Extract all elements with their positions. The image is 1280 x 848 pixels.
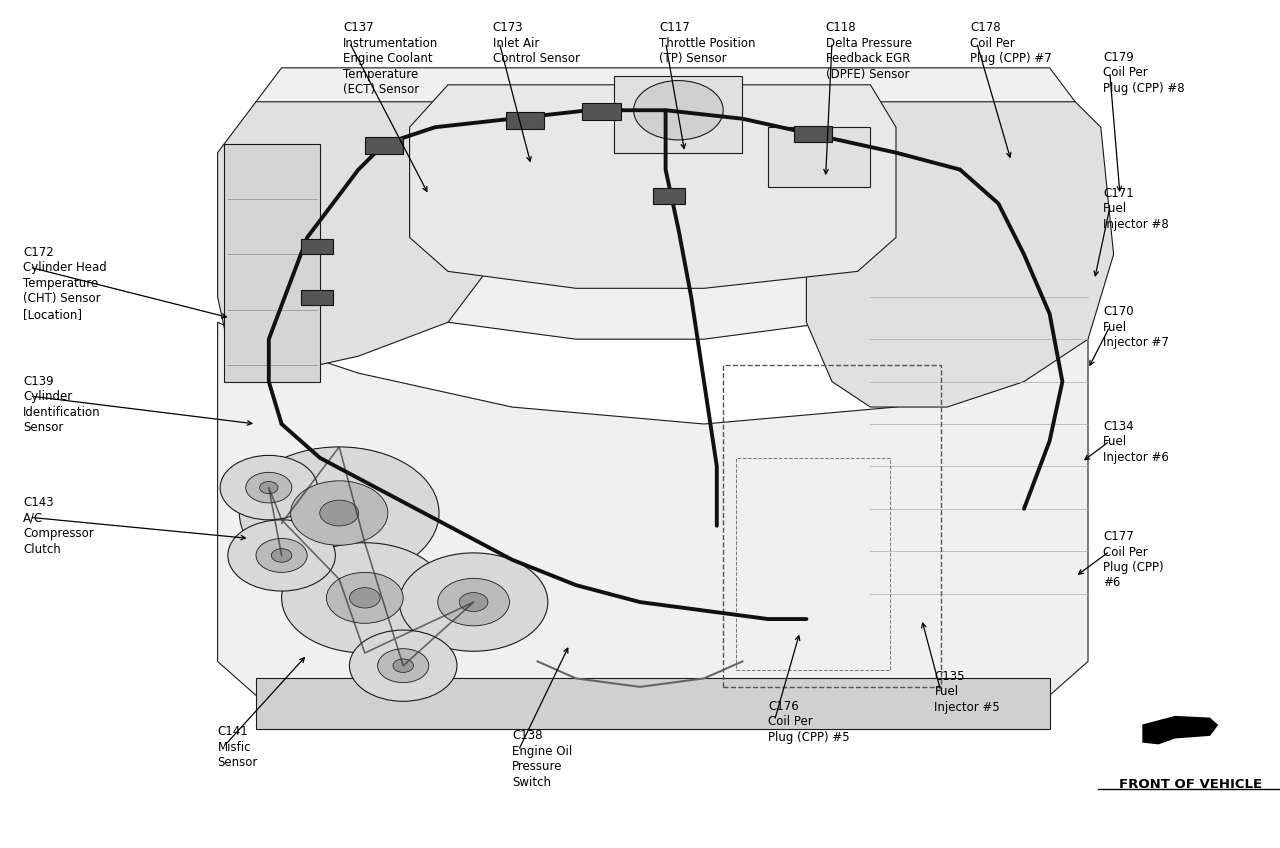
Polygon shape	[218, 102, 512, 373]
Bar	[768, 127, 870, 187]
Circle shape	[634, 81, 723, 140]
Bar	[301, 239, 333, 254]
Bar	[506, 112, 544, 129]
Circle shape	[271, 549, 292, 562]
Circle shape	[399, 553, 548, 651]
Text: C179
Coil Per
Plug (CPP) #8: C179 Coil Per Plug (CPP) #8	[1103, 51, 1185, 95]
Circle shape	[438, 578, 509, 626]
Circle shape	[256, 538, 307, 572]
Text: C171
Fuel
Injector #8: C171 Fuel Injector #8	[1103, 187, 1169, 231]
Bar	[301, 290, 333, 305]
Circle shape	[282, 543, 448, 653]
Circle shape	[220, 455, 317, 520]
Polygon shape	[256, 68, 1075, 339]
Bar	[723, 365, 941, 687]
Text: C134
Fuel
Injector #6: C134 Fuel Injector #6	[1103, 420, 1169, 464]
Bar	[582, 103, 621, 120]
Text: C141
Misfic
Sensor: C141 Misfic Sensor	[218, 725, 259, 769]
Text: C170
Fuel
Injector #7: C170 Fuel Injector #7	[1103, 305, 1169, 349]
Circle shape	[349, 630, 457, 701]
Text: C176
Coil Per
Plug (CPP) #5: C176 Coil Per Plug (CPP) #5	[768, 700, 850, 744]
Polygon shape	[218, 322, 1088, 695]
Circle shape	[291, 481, 388, 545]
Bar	[736, 458, 890, 670]
Circle shape	[378, 649, 429, 683]
Circle shape	[326, 572, 403, 623]
Circle shape	[393, 659, 413, 672]
Polygon shape	[1143, 717, 1217, 744]
Circle shape	[228, 520, 335, 591]
Polygon shape	[410, 85, 896, 288]
Bar	[653, 188, 685, 204]
Text: C135
Fuel
Injector #5: C135 Fuel Injector #5	[934, 670, 1000, 714]
Text: C139
Cylinder
Identification
Sensor: C139 Cylinder Identification Sensor	[23, 375, 101, 434]
Text: C138
Engine Oil
Pressure
Switch: C138 Engine Oil Pressure Switch	[512, 729, 572, 789]
Text: FRONT OF VEHICLE: FRONT OF VEHICLE	[1119, 778, 1262, 791]
Circle shape	[246, 472, 292, 503]
Circle shape	[460, 593, 488, 611]
Text: C172
Cylinder Head
Temperature
(CHT) Sensor
[Location]: C172 Cylinder Head Temperature (CHT) Sen…	[23, 246, 106, 321]
Text: C117
Throttle Position
(TP) Sensor: C117 Throttle Position (TP) Sensor	[659, 21, 755, 65]
Circle shape	[260, 482, 278, 494]
Polygon shape	[806, 102, 1114, 407]
Text: C143
A/C
Compressor
Clutch: C143 A/C Compressor Clutch	[23, 496, 93, 555]
Circle shape	[320, 500, 358, 526]
Text: C173
Inlet Air
Control Sensor: C173 Inlet Air Control Sensor	[493, 21, 580, 65]
Text: C137
Instrumentation
Engine Coolant
Temperature
(ECT) Sensor: C137 Instrumentation Engine Coolant Temp…	[343, 21, 438, 96]
Text: C178
Coil Per
Plug (CPP) #7: C178 Coil Per Plug (CPP) #7	[970, 21, 1052, 65]
Bar	[224, 144, 320, 382]
Circle shape	[349, 588, 380, 608]
Text: C177
Coil Per
Plug (CPP)
#6: C177 Coil Per Plug (CPP) #6	[1103, 530, 1164, 589]
Circle shape	[239, 447, 439, 579]
Bar	[365, 137, 403, 154]
Bar	[614, 76, 742, 153]
Text: C118
Delta Pressure
Feedback EGR
(DPFE) Sensor: C118 Delta Pressure Feedback EGR (DPFE) …	[826, 21, 911, 81]
Bar	[256, 678, 1050, 729]
Bar	[794, 126, 832, 142]
